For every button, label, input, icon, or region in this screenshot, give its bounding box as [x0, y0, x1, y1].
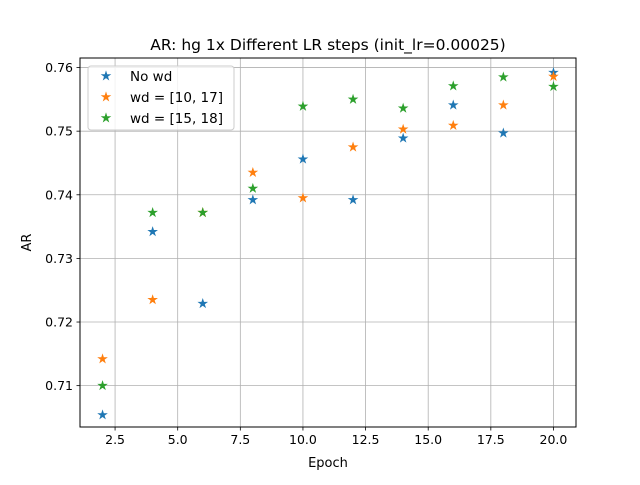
- y-tick-label: 0.74: [45, 187, 73, 202]
- y-tick-label: 0.73: [45, 251, 73, 266]
- x-tick-label: 5.0: [168, 432, 188, 447]
- data-point-series-2: [347, 141, 359, 152]
- legend-marker: [100, 91, 112, 102]
- legend-entries: No wd wd = [10, 17] wd = [15, 18]: [100, 69, 223, 127]
- data-point-series-3: [447, 80, 459, 91]
- x-tick-label: 20.0: [540, 432, 568, 447]
- data-point-series-1: [97, 409, 108, 420]
- x-axis-label: Epoch: [308, 456, 348, 471]
- x-tick-label: 17.5: [477, 432, 505, 447]
- data-point-series-2: [498, 99, 509, 110]
- plot-frame: [79, 57, 577, 428]
- x-tick-label: 15.0: [414, 432, 442, 447]
- data-point-series-2: [97, 353, 108, 364]
- data-point-series-1: [447, 99, 459, 110]
- x-tick-label: 2.5: [105, 432, 125, 447]
- data-point-series-1: [147, 226, 158, 237]
- data-point-series-3: [397, 102, 409, 113]
- data-point-series-3: [197, 207, 209, 218]
- data-point-series-1: [297, 153, 309, 164]
- data-point-series-2: [447, 119, 459, 130]
- x-tick-label: 7.5: [230, 432, 250, 447]
- y-tick-label: 0.76: [45, 60, 73, 75]
- legend: No wd wd = [10, 17] wd = [15, 18]: [87, 65, 235, 131]
- point-layer: [97, 67, 559, 420]
- y-tick-label: 0.71: [45, 378, 73, 393]
- data-point-series-1: [347, 194, 359, 205]
- chart-title: AR: hg 1x Different LR steps (init_lr=0.…: [150, 36, 505, 55]
- legend-marker: [100, 70, 112, 81]
- data-point-series-1: [397, 132, 409, 143]
- y-tick-label: 0.72: [45, 315, 73, 330]
- data-point-series-3: [297, 100, 309, 111]
- data-point-series-2: [247, 166, 259, 178]
- data-point-series-1: [498, 127, 509, 138]
- grid-layer: [80, 58, 576, 427]
- y-tick-label: 0.75: [45, 124, 73, 139]
- data-point-series-1: [197, 298, 209, 309]
- data-point-series-3: [347, 93, 359, 104]
- data-point-series-2: [147, 294, 158, 305]
- x-tick-label: 12.5: [352, 432, 380, 447]
- data-point-series-3: [498, 71, 509, 82]
- data-point-series-3: [97, 380, 108, 391]
- y-axis-label: AR: [20, 234, 35, 252]
- data-point-series-2: [397, 123, 409, 134]
- data-point-series-3: [548, 81, 559, 92]
- data-point-series-3: [247, 182, 259, 193]
- legend-marker: [100, 112, 112, 123]
- data-point-series-2: [548, 70, 559, 81]
- data-point-series-1: [247, 194, 259, 205]
- data-point-series-3: [147, 207, 158, 218]
- legend-label: No wd: [130, 69, 172, 85]
- legend-box: [87, 65, 235, 131]
- x-tick-label: 10.0: [289, 432, 317, 447]
- legend-label: wd = [15, 18]: [130, 111, 223, 127]
- tick-layer: 2.5 5.0 7.5 10.0 12.5 15.0 17.5 20.0 0.71 0.72 0.7…: [45, 60, 567, 447]
- legend-label: wd = [10, 17]: [130, 90, 223, 106]
- data-point-series-2: [297, 192, 309, 203]
